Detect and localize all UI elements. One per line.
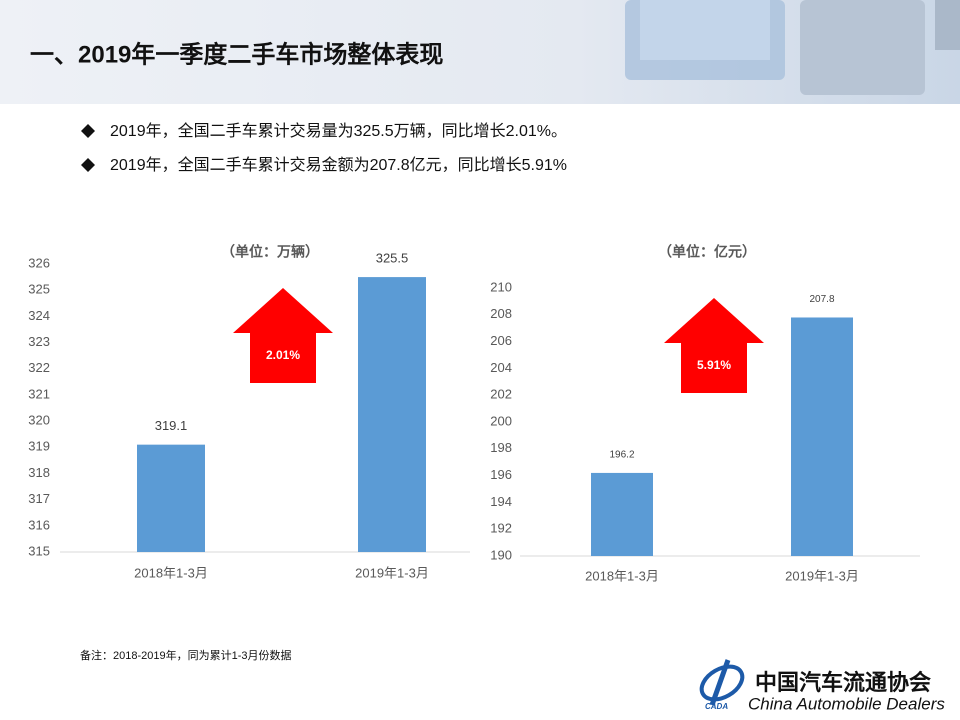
chart-title: （单位：万辆） <box>221 244 319 260</box>
header-decoration <box>625 0 960 95</box>
y-tick-label: 318 <box>28 465 50 480</box>
logo <box>699 659 745 706</box>
y-tick-label: 202 <box>490 387 512 402</box>
bar <box>358 277 426 552</box>
y-tick-label: 210 <box>490 279 512 294</box>
y-tick-label: 319 <box>28 439 50 454</box>
bullet-text: 2019年，全国二手车累计交易量为325.5万辆，同比增长2.01%。 <box>110 122 567 140</box>
y-tick-label: 196 <box>490 467 512 482</box>
slide-title: 一、2019年一季度二手车市场整体表现 <box>30 40 443 68</box>
annotation: 2.01% <box>266 348 300 362</box>
y-tick-label: 324 <box>28 308 50 323</box>
bar <box>591 472 653 556</box>
y-tick-label: 320 <box>28 413 50 428</box>
y-tick-label: 208 <box>490 306 512 321</box>
logo-abbr: CADA <box>705 702 728 711</box>
bullet-icon <box>81 158 95 172</box>
y-tick-label: 194 <box>490 494 512 509</box>
value-label: 196.2 <box>609 450 634 461</box>
y-tick-label: 190 <box>490 547 512 562</box>
y-tick-label: 323 <box>28 334 50 349</box>
y-tick-label: 192 <box>490 521 512 536</box>
annotation: 5.91% <box>697 358 731 372</box>
x-tick-label: 2019年1-3月 <box>785 568 859 583</box>
y-tick-label: 325 <box>28 282 50 297</box>
y-tick-label: 204 <box>490 360 512 375</box>
y-tick-label: 326 <box>28 255 50 270</box>
y-tick-label: 317 <box>28 491 50 506</box>
y-tick-label: 198 <box>490 440 512 455</box>
value-label: 319.1 <box>155 418 188 433</box>
y-tick-label: 316 <box>28 517 50 532</box>
note: 备注：2018-2019年，同为累计1-3月份数据 <box>80 648 292 662</box>
bullet-icon <box>81 124 95 138</box>
bar <box>137 444 205 552</box>
y-tick-label: 315 <box>28 543 50 558</box>
bullet-text: 2019年，全国二手车累计交易金额为207.8亿元，同比增长5.91% <box>110 156 567 174</box>
value-label: 325.5 <box>376 251 409 266</box>
value-label: 207.8 <box>809 294 834 305</box>
x-tick-label: 2018年1-3月 <box>585 568 659 583</box>
x-tick-label: 2018年1-3月 <box>134 565 208 580</box>
y-tick-label: 322 <box>28 360 50 375</box>
arrow <box>664 298 764 393</box>
chart-title: （单位：亿元） <box>658 244 756 260</box>
y-tick-label: 206 <box>490 333 512 348</box>
y-tick-label: 200 <box>490 413 512 428</box>
arrow <box>233 288 333 383</box>
x-tick-label: 2019年1-3月 <box>355 565 429 580</box>
logo-name: 中国汽车流通协会 <box>755 670 931 695</box>
y-tick-label: 321 <box>28 386 50 401</box>
bar <box>791 317 853 556</box>
logo-english: China Automobile Dealers <box>748 694 945 713</box>
